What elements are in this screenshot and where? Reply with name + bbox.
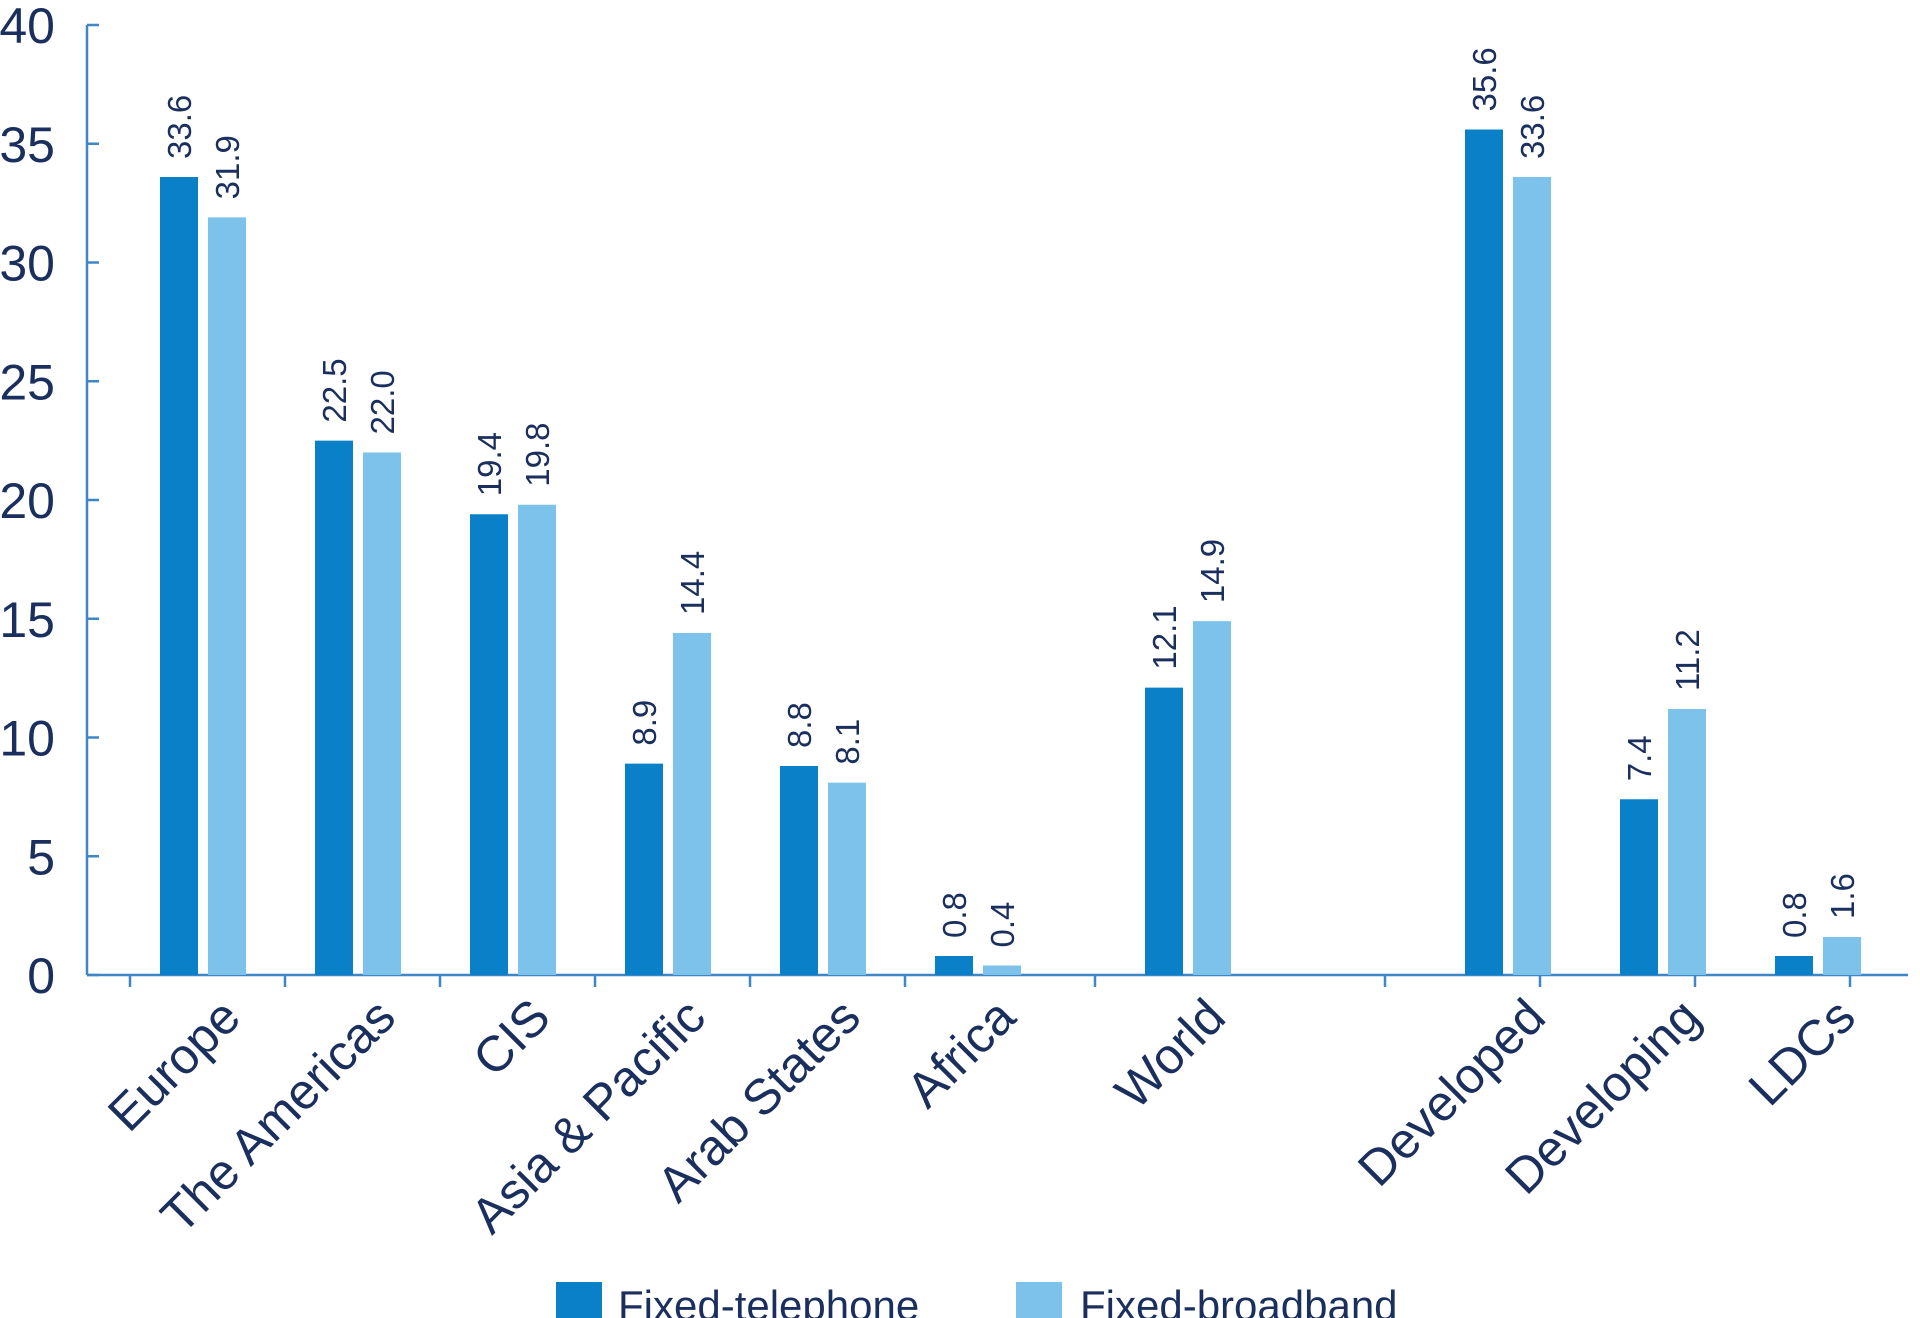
y-tick-label: 0: [27, 948, 55, 1004]
y-tick-label: 5: [27, 829, 55, 885]
data-label: 12.1: [1146, 605, 1183, 669]
data-label: 22.5: [316, 358, 353, 422]
bar-fixed-broadband-9: [1823, 937, 1861, 975]
axes: 0 5 10 15 20 25 30 35 40: [0, 0, 1908, 1004]
data-label: 19.8: [519, 423, 556, 487]
data-label: 11.2: [1669, 629, 1706, 691]
bar-fixed-telephone-6: [1145, 687, 1183, 975]
bar-fixed-broadband-3: [673, 633, 711, 975]
bars: [160, 129, 1861, 975]
data-label: 33.6: [161, 95, 198, 159]
bar-fixed-telephone-7: [1465, 129, 1503, 975]
data-label: 14.9: [1194, 539, 1231, 603]
bar-fixed-broadband-5: [983, 965, 1021, 975]
bar-fixed-telephone-8: [1620, 799, 1658, 975]
y-tick-label: 25: [0, 354, 55, 410]
y-tick-label: 40: [0, 0, 55, 54]
legend-swatch: [556, 1282, 602, 1318]
y-tick-label: 15: [0, 592, 55, 648]
bar-fixed-broadband-0: [208, 217, 246, 975]
data-label: 31.9: [209, 135, 246, 199]
y-tick-label: 10: [0, 711, 55, 767]
y-tick-label: 35: [0, 117, 55, 173]
labels: 33.6 22.5 19.4 8.9 8.8 0.8 12.1 35.6 7.4 0.8 31.9 2…: [97, 47, 1866, 1244]
bar-fixed-telephone-5: [935, 956, 973, 975]
bar-fixed-telephone-0: [160, 177, 198, 975]
data-label: 8.8: [781, 702, 818, 748]
bar-fixed-broadband-1: [363, 452, 401, 975]
data-label: 7.4: [1621, 735, 1658, 781]
bar-fixed-telephone-2: [470, 514, 508, 975]
data-label: 22.0: [364, 370, 401, 434]
bar-fixed-telephone-3: [625, 763, 663, 975]
category-label: World: [1104, 988, 1235, 1119]
category-label: Africa: [896, 988, 1026, 1118]
bar-fixed-broadband-6: [1193, 621, 1231, 975]
bar-fixed-broadband-4: [828, 782, 866, 975]
data-label: 14.4: [674, 551, 711, 615]
bar-fixed-telephone-4: [780, 766, 818, 975]
data-label: 8.1: [829, 719, 866, 765]
data-label: 35.6: [1466, 47, 1503, 111]
bar-fixed-telephone-1: [315, 440, 353, 975]
bar-fixed-broadband-8: [1668, 709, 1706, 975]
category-label: LDCs: [1738, 988, 1866, 1116]
category-label: CIS: [462, 988, 561, 1087]
y-tick-label: 20: [0, 473, 55, 529]
data-label: 33.6: [1514, 95, 1551, 159]
category-label: Europe: [97, 988, 251, 1142]
data-label: 0.4: [984, 902, 1021, 948]
legend: Fixed-telephone Fixed-broadband: [556, 1282, 1398, 1318]
bar-fixed-broadband-7: [1513, 177, 1551, 975]
legend-label: Fixed-telephone: [618, 1282, 919, 1318]
data-label: 0.8: [936, 892, 973, 938]
bar-fixed-broadband-2: [518, 504, 556, 975]
data-label: 0.8: [1776, 892, 1813, 938]
data-label: 1.6: [1824, 873, 1861, 919]
data-label: 8.9: [626, 700, 663, 746]
bar-fixed-telephone-9: [1775, 956, 1813, 975]
y-tick-label: 30: [0, 236, 55, 292]
legend-swatch: [1016, 1282, 1062, 1318]
data-label: 19.4: [471, 432, 508, 496]
legend-label: Fixed-broadband: [1080, 1282, 1398, 1318]
